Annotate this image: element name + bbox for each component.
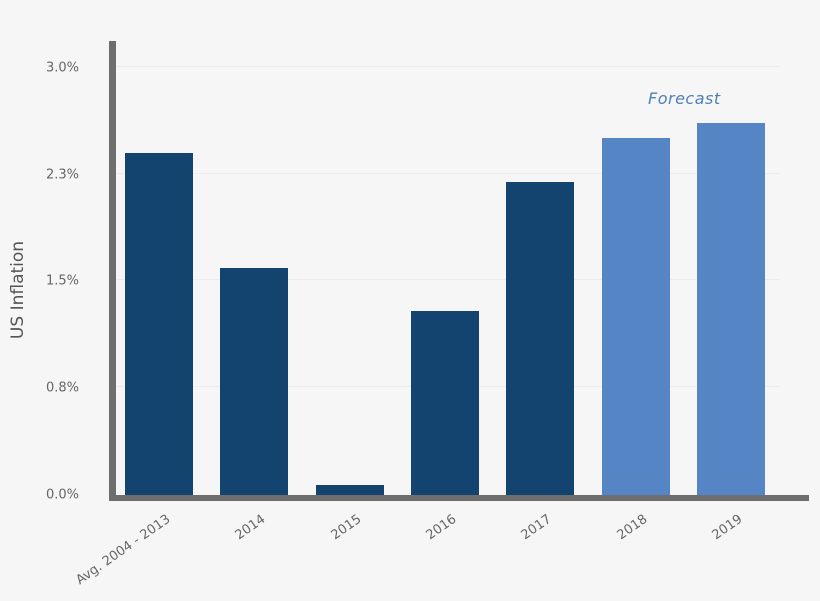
x-tick-label: 2014 [232,511,269,544]
y-tick-label: 0.8% [45,380,79,396]
bar-2017 [506,181,575,495]
gridline [116,66,780,67]
y-axis-line [109,41,116,501]
gridline [116,279,780,281]
x-tick-label: 2018 [614,511,650,544]
x-tick-label: 2019 [709,511,746,544]
bar-2015 [315,484,384,495]
gridline [116,172,780,174]
bar-2019 [696,123,765,495]
y-tick-label: 2.3% [45,167,79,183]
bar-avg-2004-2013 [125,153,193,495]
x-tick-label: 2016 [423,511,460,544]
x-tick-label: 2017 [518,511,555,544]
forecast-annotation: Forecast [648,89,721,108]
y-tick-label: 3.0% [45,60,79,76]
x-axis-line [109,495,809,501]
x-tick-label: 2015 [328,511,364,544]
bar-2016 [410,311,479,495]
bar-2014 [220,268,289,495]
x-tick-label: Avg. 2004 - 2013 [73,511,174,589]
bar-2018 [601,137,670,495]
y-axis-title: US Inflation [8,240,28,340]
y-tick-label: 1.5% [45,273,79,289]
y-tick-label: 0.0% [45,487,79,502]
